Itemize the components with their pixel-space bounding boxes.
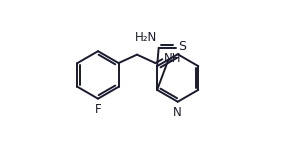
Text: NH: NH bbox=[164, 52, 181, 65]
Text: N: N bbox=[173, 106, 182, 119]
Text: S: S bbox=[178, 40, 186, 54]
Text: F: F bbox=[95, 103, 101, 116]
Text: H₂N: H₂N bbox=[135, 31, 157, 44]
